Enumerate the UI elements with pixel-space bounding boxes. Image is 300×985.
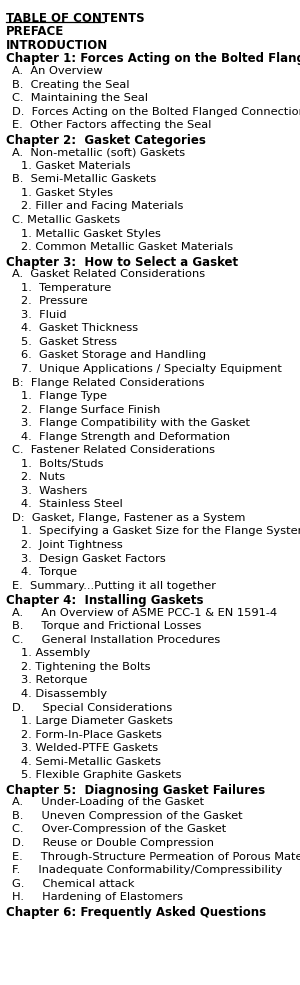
Text: 1.  Flange Type: 1. Flange Type bbox=[21, 391, 107, 401]
Text: E.     Through-Structure Permeation of Porous Materials: E. Through-Structure Permeation of Porou… bbox=[12, 851, 300, 862]
Text: F.     Inadequate Conformability/Compressibility: F. Inadequate Conformability/Compressibi… bbox=[12, 865, 283, 875]
Text: TABLE OF CONTENTS: TABLE OF CONTENTS bbox=[5, 12, 144, 25]
Text: PREFACE: PREFACE bbox=[5, 26, 64, 38]
Text: 5.  Gasket Stress: 5. Gasket Stress bbox=[21, 337, 117, 347]
Text: 1. Large Diameter Gaskets: 1. Large Diameter Gaskets bbox=[21, 716, 173, 726]
Text: 6.  Gasket Storage and Handling: 6. Gasket Storage and Handling bbox=[21, 351, 206, 361]
Text: 3.  Design Gasket Factors: 3. Design Gasket Factors bbox=[21, 554, 166, 563]
Text: D.     Reuse or Double Compression: D. Reuse or Double Compression bbox=[12, 838, 214, 848]
Text: 2.  Nuts: 2. Nuts bbox=[21, 472, 65, 483]
Text: G.     Chemical attack: G. Chemical attack bbox=[12, 879, 135, 888]
Text: A.  Non-metallic (soft) Gaskets: A. Non-metallic (soft) Gaskets bbox=[12, 147, 185, 158]
Text: C.     General Installation Procedures: C. General Installation Procedures bbox=[12, 634, 220, 645]
Text: E.  Summary...Putting it all together: E. Summary...Putting it all together bbox=[12, 581, 216, 591]
Text: B.  Semi-Metallic Gaskets: B. Semi-Metallic Gaskets bbox=[12, 174, 157, 184]
Text: H.     Hardening of Elastomers: H. Hardening of Elastomers bbox=[12, 892, 183, 902]
Text: INTRODUCTION: INTRODUCTION bbox=[5, 38, 108, 52]
Text: A.     An Overview of ASME PCC-1 & EN 1591-4: A. An Overview of ASME PCC-1 & EN 1591-4 bbox=[12, 608, 278, 618]
Text: 3. Retorque: 3. Retorque bbox=[21, 676, 88, 686]
Text: 4.  Stainless Steel: 4. Stainless Steel bbox=[21, 499, 123, 509]
Text: B.  Creating the Seal: B. Creating the Seal bbox=[12, 80, 130, 90]
Text: 1. Assembly: 1. Assembly bbox=[21, 648, 91, 658]
Text: C. Metallic Gaskets: C. Metallic Gaskets bbox=[12, 215, 121, 225]
Text: Chapter 5:  Diagnosing Gasket Failures: Chapter 5: Diagnosing Gasket Failures bbox=[5, 784, 265, 797]
Text: 5. Flexible Graphite Gaskets: 5. Flexible Graphite Gaskets bbox=[21, 770, 182, 780]
Text: D.     Special Considerations: D. Special Considerations bbox=[12, 702, 172, 712]
Text: 4.  Flange Strength and Deformation: 4. Flange Strength and Deformation bbox=[21, 431, 230, 441]
Text: 2. Tightening the Bolts: 2. Tightening the Bolts bbox=[21, 662, 151, 672]
Text: 3.  Flange Compatibility with the Gasket: 3. Flange Compatibility with the Gasket bbox=[21, 418, 250, 428]
Text: 2. Filler and Facing Materials: 2. Filler and Facing Materials bbox=[21, 202, 184, 212]
Text: E.  Other Factors affecting the Seal: E. Other Factors affecting the Seal bbox=[12, 120, 212, 130]
Text: B:  Flange Related Considerations: B: Flange Related Considerations bbox=[12, 377, 205, 387]
Text: 4. Disassembly: 4. Disassembly bbox=[21, 690, 107, 699]
Text: 4.  Gasket Thickness: 4. Gasket Thickness bbox=[21, 323, 139, 333]
Text: Chapter 4:  Installing Gaskets: Chapter 4: Installing Gaskets bbox=[5, 594, 203, 607]
Text: 1.  Bolts/Studs: 1. Bolts/Studs bbox=[21, 459, 104, 469]
Text: 1. Metallic Gasket Styles: 1. Metallic Gasket Styles bbox=[21, 229, 161, 238]
Text: 2.  Flange Surface Finish: 2. Flange Surface Finish bbox=[21, 405, 161, 415]
Text: 3.  Washers: 3. Washers bbox=[21, 486, 88, 495]
Text: B.     Uneven Compression of the Gasket: B. Uneven Compression of the Gasket bbox=[12, 811, 243, 821]
Text: D.  Forces Acting on the Bolted Flanged Connection: D. Forces Acting on the Bolted Flanged C… bbox=[12, 106, 300, 116]
Text: 4. Semi-Metallic Gaskets: 4. Semi-Metallic Gaskets bbox=[21, 756, 161, 766]
Text: A.     Under-Loading of the Gasket: A. Under-Loading of the Gasket bbox=[12, 798, 205, 808]
Text: Chapter 6: Frequently Asked Questions: Chapter 6: Frequently Asked Questions bbox=[5, 906, 266, 919]
Text: B.     Torque and Frictional Losses: B. Torque and Frictional Losses bbox=[12, 622, 202, 631]
Text: 1.  Temperature: 1. Temperature bbox=[21, 283, 112, 293]
Text: Chapter 1: Forces Acting on the Bolted Flange Connection: Chapter 1: Forces Acting on the Bolted F… bbox=[5, 52, 300, 65]
Text: 2.  Pressure: 2. Pressure bbox=[21, 296, 88, 306]
Text: 2. Form-In-Place Gaskets: 2. Form-In-Place Gaskets bbox=[21, 730, 162, 740]
Text: C.  Fastener Related Considerations: C. Fastener Related Considerations bbox=[12, 445, 215, 455]
Text: A.  An Overview: A. An Overview bbox=[12, 66, 103, 76]
Text: C.  Maintaining the Seal: C. Maintaining the Seal bbox=[12, 93, 149, 103]
Text: 1. Gasket Styles: 1. Gasket Styles bbox=[21, 188, 113, 198]
Text: 1. Gasket Materials: 1. Gasket Materials bbox=[21, 161, 131, 170]
Text: 1.  Specifying a Gasket Size for the Flange System: 1. Specifying a Gasket Size for the Flan… bbox=[21, 526, 300, 537]
Text: C.     Over-Compression of the Gasket: C. Over-Compression of the Gasket bbox=[12, 824, 226, 834]
Text: Chapter 3:  How to Select a Gasket: Chapter 3: How to Select a Gasket bbox=[5, 256, 238, 269]
Text: A.  Gasket Related Considerations: A. Gasket Related Considerations bbox=[12, 269, 206, 279]
Text: D:  Gasket, Flange, Fastener as a System: D: Gasket, Flange, Fastener as a System bbox=[12, 513, 246, 523]
Text: 4.  Torque: 4. Torque bbox=[21, 567, 77, 577]
Text: 3.  Fluid: 3. Fluid bbox=[21, 309, 67, 320]
Text: 3. Welded-PTFE Gaskets: 3. Welded-PTFE Gaskets bbox=[21, 744, 158, 754]
Text: Chapter 2:  Gasket Categories: Chapter 2: Gasket Categories bbox=[5, 134, 206, 147]
Text: 7.  Unique Applications / Specialty Equipment: 7. Unique Applications / Specialty Equip… bbox=[21, 363, 282, 374]
Text: 2.  Joint Tightness: 2. Joint Tightness bbox=[21, 540, 123, 550]
Text: 2. Common Metallic Gasket Materials: 2. Common Metallic Gasket Materials bbox=[21, 242, 233, 252]
